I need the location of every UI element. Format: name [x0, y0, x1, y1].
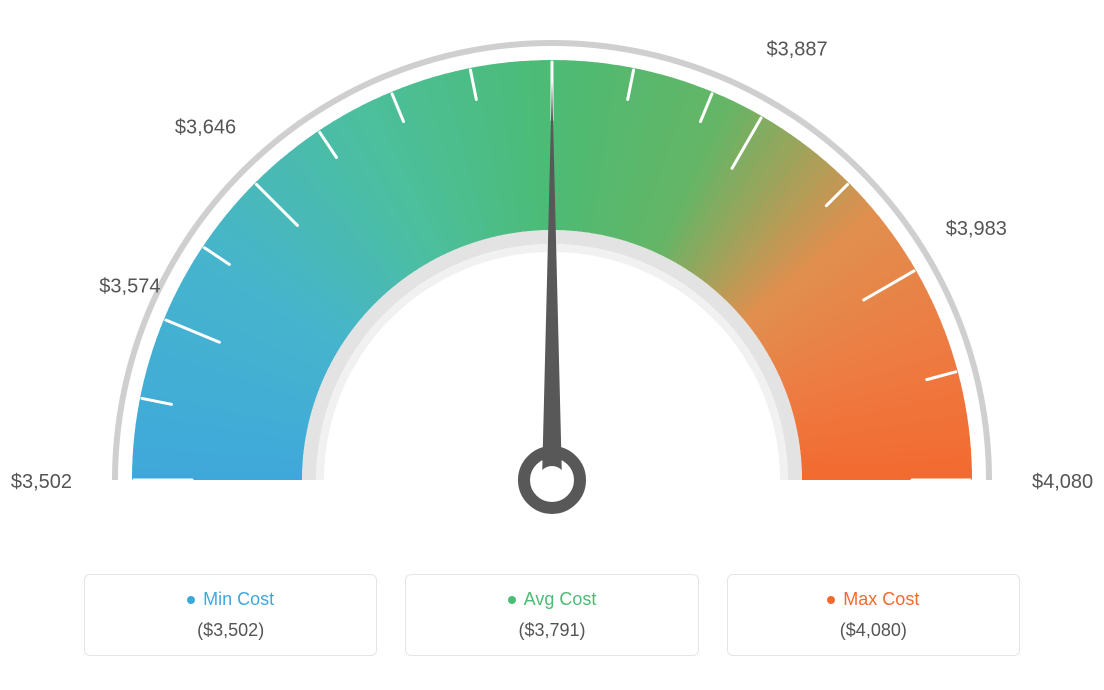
- avg-cost-card: Avg Cost ($3,791): [405, 574, 698, 656]
- max-cost-value: ($4,080): [728, 620, 1019, 641]
- avg-dot-icon: [508, 596, 516, 604]
- scale-label: $3,983: [946, 218, 1007, 240]
- avg-cost-value: ($3,791): [406, 620, 697, 641]
- max-cost-label: Max Cost: [843, 589, 919, 610]
- min-cost-value: ($3,502): [85, 620, 376, 641]
- avg-cost-label: Avg Cost: [524, 589, 597, 610]
- legend-row: Min Cost ($3,502) Avg Cost ($3,791) Max …: [0, 574, 1104, 656]
- scale-label: $3,887: [766, 39, 827, 61]
- max-cost-card: Max Cost ($4,080): [727, 574, 1020, 656]
- min-dot-icon: [187, 596, 195, 604]
- scale-label: $3,646: [175, 117, 236, 139]
- scale-label: $4,080: [1032, 471, 1093, 493]
- min-cost-card: Min Cost ($3,502): [84, 574, 377, 656]
- min-cost-label: Min Cost: [203, 589, 274, 610]
- scale-label: $3,502: [11, 471, 72, 493]
- max-dot-icon: [827, 596, 835, 604]
- scale-label: $3,574: [99, 275, 160, 297]
